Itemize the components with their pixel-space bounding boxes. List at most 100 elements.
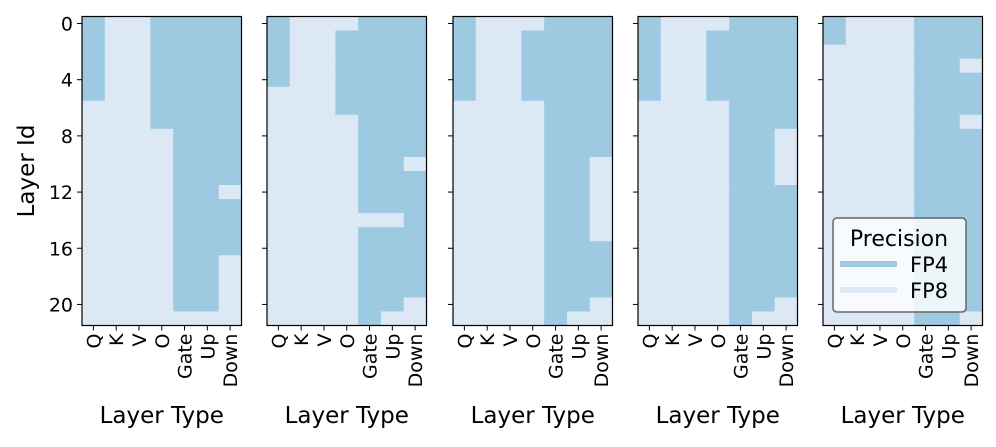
heatmap-cell — [936, 58, 961, 74]
heatmap-cell — [845, 58, 869, 74]
heatmap-cell — [660, 241, 684, 256]
heatmap-cell — [660, 16, 684, 31]
heatmap-cell — [335, 283, 359, 298]
heatmap-cell — [566, 16, 591, 31]
heatmap-cell — [82, 156, 106, 172]
heatmap-cell — [380, 100, 405, 116]
heatmap-cell — [218, 185, 242, 200]
heatmap-cell — [150, 199, 174, 214]
heatmap-cell — [660, 185, 684, 200]
heatmap-cell — [544, 199, 568, 214]
heatmap-cell — [82, 213, 106, 228]
heatmap-cell — [195, 16, 220, 31]
heatmap-cell — [403, 185, 427, 200]
heatmap-cell — [267, 100, 291, 116]
heatmap-cell — [453, 142, 477, 158]
heatmap-cell — [173, 142, 197, 158]
heatmap-cell — [660, 114, 684, 130]
heatmap-cell — [195, 241, 220, 256]
heatmap-cell — [729, 213, 753, 228]
heatmap-cell — [868, 58, 892, 74]
heatmap-cell — [173, 283, 197, 298]
heatmap-cell — [729, 114, 753, 130]
heatmap-cell — [312, 185, 336, 200]
heatmap-cell — [312, 227, 336, 242]
heatmap-cell — [660, 311, 684, 326]
heatmap-cell — [498, 185, 522, 200]
heatmap-cell — [706, 114, 730, 130]
x-axis-label: Layer Type — [656, 403, 780, 429]
heatmap-cell — [403, 86, 427, 102]
x-tick-label: V — [685, 334, 707, 347]
heatmap-cell — [312, 100, 336, 116]
heatmap-cell — [706, 128, 730, 144]
heatmap-cell — [312, 72, 336, 88]
heatmap-cell — [267, 156, 291, 172]
heatmap-cell — [358, 269, 382, 284]
heatmap-cell — [150, 241, 174, 256]
heatmap-cell — [380, 72, 405, 88]
heatmap-cell — [335, 171, 359, 186]
heatmap-cell — [82, 86, 106, 102]
heatmap-cell — [173, 44, 197, 60]
heatmap-cell — [706, 213, 730, 228]
heatmap-cell — [195, 171, 220, 186]
heatmap-cell — [683, 86, 707, 102]
x-tick-label: Up — [938, 334, 960, 360]
heatmap-cell — [774, 142, 798, 158]
heatmap-cell — [127, 269, 151, 284]
heatmap-cell — [475, 114, 499, 130]
heatmap-cell — [638, 30, 662, 45]
heatmap-cell — [891, 311, 915, 326]
heatmap-cell — [267, 171, 291, 186]
heatmap-cell — [774, 199, 798, 214]
heatmap-cell — [475, 255, 499, 270]
heatmap-cell — [566, 171, 591, 186]
heatmap-cell — [544, 227, 568, 242]
heatmap-cell — [127, 227, 151, 242]
heatmap-cell — [195, 199, 220, 214]
heatmap-cell — [453, 86, 477, 102]
heatmap-cell — [312, 58, 336, 74]
heatmap-cell — [774, 16, 798, 31]
heatmap-cell — [638, 100, 662, 116]
heatmap-cell — [914, 171, 938, 186]
heatmap-cell — [218, 283, 242, 298]
heatmap-cell — [706, 311, 730, 326]
heatmap-cell — [498, 58, 522, 74]
heatmap-cell — [521, 142, 545, 158]
heatmap-cell — [638, 311, 662, 326]
heatmap-cell — [774, 44, 798, 60]
heatmap-cell — [683, 44, 707, 60]
heatmap-cell — [660, 255, 684, 270]
heatmap-cell — [475, 86, 499, 102]
heatmap-cell — [566, 227, 591, 242]
heatmap-cell — [289, 213, 313, 228]
heatmap-cell — [312, 283, 336, 298]
heatmap-cell — [218, 213, 242, 228]
heatmap-cell — [218, 86, 242, 102]
heatmap-cell — [868, 30, 892, 45]
heatmap-cell — [289, 171, 313, 186]
heatmap-cell — [289, 185, 313, 200]
heatmap-cell — [358, 156, 382, 172]
heatmap-cell — [380, 30, 405, 45]
heatmap-cell — [403, 100, 427, 116]
heatmap-cell — [683, 58, 707, 74]
heatmap-cell — [475, 72, 499, 88]
heatmap-cell — [751, 100, 776, 116]
heatmap-cell — [218, 44, 242, 60]
heatmap-cell — [751, 86, 776, 102]
heatmap-cell — [566, 156, 591, 172]
heatmap-cell — [751, 171, 776, 186]
heatmap-cell — [127, 128, 151, 144]
heatmap-cell — [845, 114, 869, 130]
heatmap-cell — [589, 128, 613, 144]
heatmap-cell — [335, 241, 359, 256]
heatmap-cell — [729, 100, 753, 116]
heatmap-cell — [589, 142, 613, 158]
x-tick-label: Up — [753, 334, 775, 360]
heatmap-cell — [104, 142, 128, 158]
heatmap-cell — [959, 185, 983, 200]
